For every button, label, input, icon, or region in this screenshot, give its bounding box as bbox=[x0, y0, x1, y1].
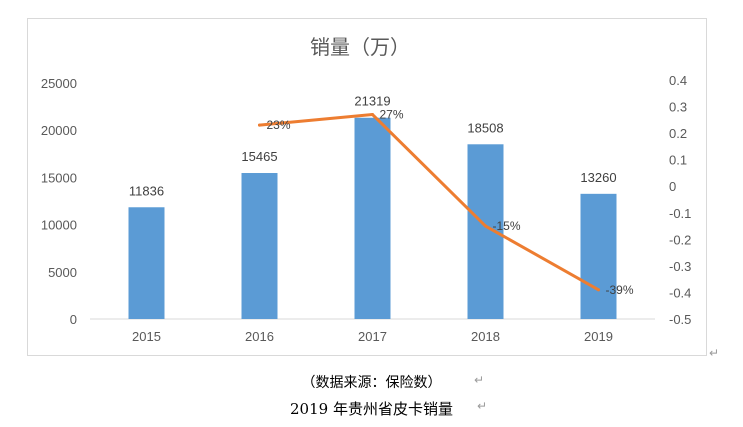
line-value-label: -39% bbox=[606, 283, 634, 297]
bar-labels: 11836 15465 21319 18508 13260 bbox=[129, 94, 617, 199]
right-axis: 0.4 0.3 0.2 0.1 0 -0.1 -0.2 -0.3 -0.4 -0.5 bbox=[669, 73, 691, 327]
right-tick-label: 0.1 bbox=[669, 153, 687, 168]
line-labels: 23% 27% -15% -39% bbox=[267, 108, 634, 297]
left-axis: 25000 20000 15000 10000 5000 0 bbox=[41, 76, 77, 327]
right-tick-label: -0.3 bbox=[669, 259, 691, 274]
left-tick-label: 5000 bbox=[48, 265, 77, 280]
line-point bbox=[597, 288, 600, 292]
right-tick-label: 0.4 bbox=[669, 73, 687, 88]
bar-value-label: 11836 bbox=[129, 183, 164, 198]
x-tick-label: 2019 bbox=[584, 329, 613, 344]
x-tick-label: 2017 bbox=[358, 329, 387, 344]
left-tick-label: 10000 bbox=[41, 218, 77, 233]
line-point bbox=[258, 123, 261, 127]
caption-source: （数据来源：保险数） bbox=[301, 375, 442, 391]
x-tick-label: 2018 bbox=[471, 329, 500, 344]
left-tick-label: 20000 bbox=[41, 123, 77, 138]
right-tick-label: 0.3 bbox=[669, 100, 687, 115]
x-tick-label: 2015 bbox=[132, 329, 161, 344]
bar bbox=[128, 207, 165, 319]
paragraph-mark-icon: ↵ bbox=[709, 346, 720, 360]
right-tick-label: 0.2 bbox=[669, 126, 687, 141]
left-tick-label: 0 bbox=[70, 312, 77, 327]
x-axis: 2015 2016 2017 2018 2019 bbox=[132, 329, 613, 344]
line-value-label: 23% bbox=[267, 118, 291, 132]
line-value-label: 27% bbox=[380, 108, 404, 122]
line-series bbox=[258, 113, 600, 292]
bar bbox=[241, 173, 278, 319]
growth-line bbox=[258, 113, 600, 292]
bar-value-label: 21319 bbox=[354, 94, 390, 109]
bar bbox=[580, 193, 617, 319]
right-tick-label: -0.1 bbox=[669, 206, 691, 221]
line-point bbox=[484, 224, 487, 228]
bar-value-label: 15465 bbox=[241, 149, 277, 164]
line-point bbox=[371, 113, 374, 117]
right-tick-label: 0 bbox=[669, 179, 676, 194]
bar-series bbox=[128, 117, 617, 319]
left-tick-label: 25000 bbox=[41, 76, 77, 91]
bar-value-label: 18508 bbox=[467, 120, 503, 135]
paragraph-mark-icon: ↵ bbox=[477, 399, 488, 413]
paragraph-mark-icon: ↵ bbox=[474, 373, 485, 387]
left-tick-label: 15000 bbox=[41, 170, 77, 185]
right-tick-label: -0.5 bbox=[669, 312, 691, 327]
right-tick-label: -0.2 bbox=[669, 232, 691, 247]
chart-title: 销量（万） bbox=[310, 35, 410, 59]
bar bbox=[354, 117, 391, 319]
right-tick-label: -0.4 bbox=[669, 285, 691, 300]
caption-title: 2019 年贵州省皮卡销量 bbox=[290, 400, 453, 418]
line-value-label: -15% bbox=[493, 219, 521, 233]
x-tick-label: 2016 bbox=[245, 329, 274, 344]
bar-value-label: 13260 bbox=[580, 170, 616, 185]
